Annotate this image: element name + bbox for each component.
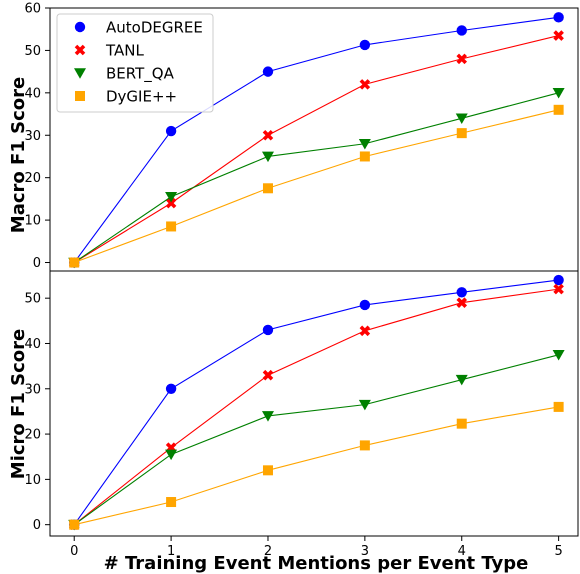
data-point-tanl (165, 197, 177, 209)
series-line-dygie (74, 109, 559, 264)
data-point-tanl (359, 325, 371, 337)
y-tick-label: 10 (24, 214, 41, 229)
series-bert-qa (68, 88, 565, 269)
legend-label: TANL (105, 42, 144, 60)
data-point-dygie (69, 257, 80, 268)
data-point-autodegree (165, 125, 177, 137)
legend-marker-bert-qa (74, 68, 86, 79)
data-point-bert-qa (552, 350, 565, 361)
y-tick-label: 40 (24, 337, 41, 352)
data-point-tanl (262, 369, 274, 381)
legend-label: BERT_QA (106, 65, 175, 84)
y-tick-label: 0 (33, 256, 41, 271)
series-line-bert-qa (73, 354, 559, 526)
data-point-autodegree (359, 39, 371, 51)
plot-frame (49, 270, 579, 537)
data-point-dygie (359, 440, 370, 451)
y-axis-label: Micro F1 Score (8, 329, 29, 479)
micro-f1-panel: 0 10 20 30 40 50 0 1 2 3 4 5 Micro F1 Score # Trainin… (8, 270, 579, 574)
y-tick-label: 50 (24, 292, 41, 307)
series-line-tanl (73, 35, 559, 263)
y-tick-label: 30 (24, 382, 41, 397)
y-tick-label: 30 (24, 129, 41, 144)
data-point-dygie (456, 418, 467, 429)
data-point-autodegree (456, 25, 467, 36)
series-autodegree (69, 274, 564, 530)
legend: AutoDEGREE TANL BERT_QA DyGIE++ (56, 13, 214, 113)
x-tick-label: 1 (167, 544, 175, 559)
data-point-tanl (262, 129, 274, 141)
x-tick-label: 5 (554, 544, 562, 559)
data-point-bert-qa (165, 191, 178, 203)
data-point-dygie (166, 497, 177, 508)
data-point-dygie (69, 519, 80, 530)
legend-box (56, 13, 214, 113)
legend-label: DyGIE++ (106, 88, 177, 106)
data-point-tanl (456, 297, 468, 308)
y-tick-label: 10 (24, 473, 41, 488)
x-axis-label: # Training Event Mentions per Event Type (104, 553, 529, 574)
series-dygie (69, 104, 564, 268)
y-tick-label: 20 (24, 171, 41, 186)
data-point-dygie (553, 401, 564, 412)
data-point-tanl (553, 30, 564, 41)
legend-marker-tanl (74, 44, 86, 56)
series-line-dygie (74, 406, 559, 526)
data-point-bert-qa (261, 151, 274, 163)
data-point-autodegree (165, 383, 177, 394)
series-bert-qa (68, 350, 565, 531)
x-tick-label: 0 (70, 544, 78, 559)
data-point-bert-qa (455, 113, 468, 124)
data-point-bert-qa (358, 138, 371, 150)
y-tick-label: 40 (24, 86, 41, 101)
y-tick-label: 60 (24, 2, 41, 17)
data-point-autodegree (553, 274, 564, 286)
legend-item-tanl: TANL (74, 42, 144, 60)
data-point-dygie (456, 128, 467, 139)
data-point-autodegree (262, 66, 274, 77)
series-dygie (69, 401, 564, 530)
data-point-autodegree (553, 12, 564, 23)
series-line-bert-qa (73, 92, 559, 263)
data-point-dygie (166, 221, 177, 232)
legend-item-autodegree: AutoDEGREE (74, 19, 203, 37)
data-point-bert-qa (358, 399, 371, 411)
legend-item-dygie: DyGIE++ (75, 88, 177, 106)
data-point-dygie (262, 183, 273, 194)
series-line-tanl (73, 288, 559, 526)
data-point-tanl (553, 283, 564, 295)
data-point-dygie (359, 151, 370, 162)
series-tanl (68, 283, 564, 530)
data-point-bert-qa (165, 449, 178, 461)
x-tick-label: 2 (264, 544, 272, 559)
data-point-autodegree (456, 287, 467, 298)
y-axis-label: Macro F1 Score (8, 77, 29, 233)
series-line-autodegree (73, 16, 559, 263)
data-point-dygie (262, 465, 273, 476)
macro-f1-panel: 0 10 20 30 40 50 60 Macro F1 Score (8, 2, 579, 272)
y-tick-label: 20 (24, 428, 41, 443)
data-point-autodegree (262, 324, 274, 336)
x-tick-label: 3 (361, 544, 369, 559)
data-point-autodegree (359, 299, 371, 311)
data-point-dygie (553, 104, 564, 115)
data-point-bert-qa (455, 374, 468, 386)
data-point-tanl (359, 79, 371, 90)
y-tick-label: 50 (24, 44, 41, 59)
series-line-autodegree (73, 279, 559, 525)
legend-marker-dygie (75, 91, 85, 101)
x-tick-label: 4 (458, 544, 466, 559)
data-point-bert-qa (552, 88, 565, 99)
legend-marker-autodegree (74, 21, 86, 33)
data-point-tanl (456, 53, 468, 65)
y-tick-label: 0 (33, 518, 41, 533)
legend-item-bert-qa: BERT_QA (74, 65, 175, 84)
data-point-bert-qa (261, 411, 274, 422)
legend-label: AutoDEGREE (106, 19, 203, 37)
